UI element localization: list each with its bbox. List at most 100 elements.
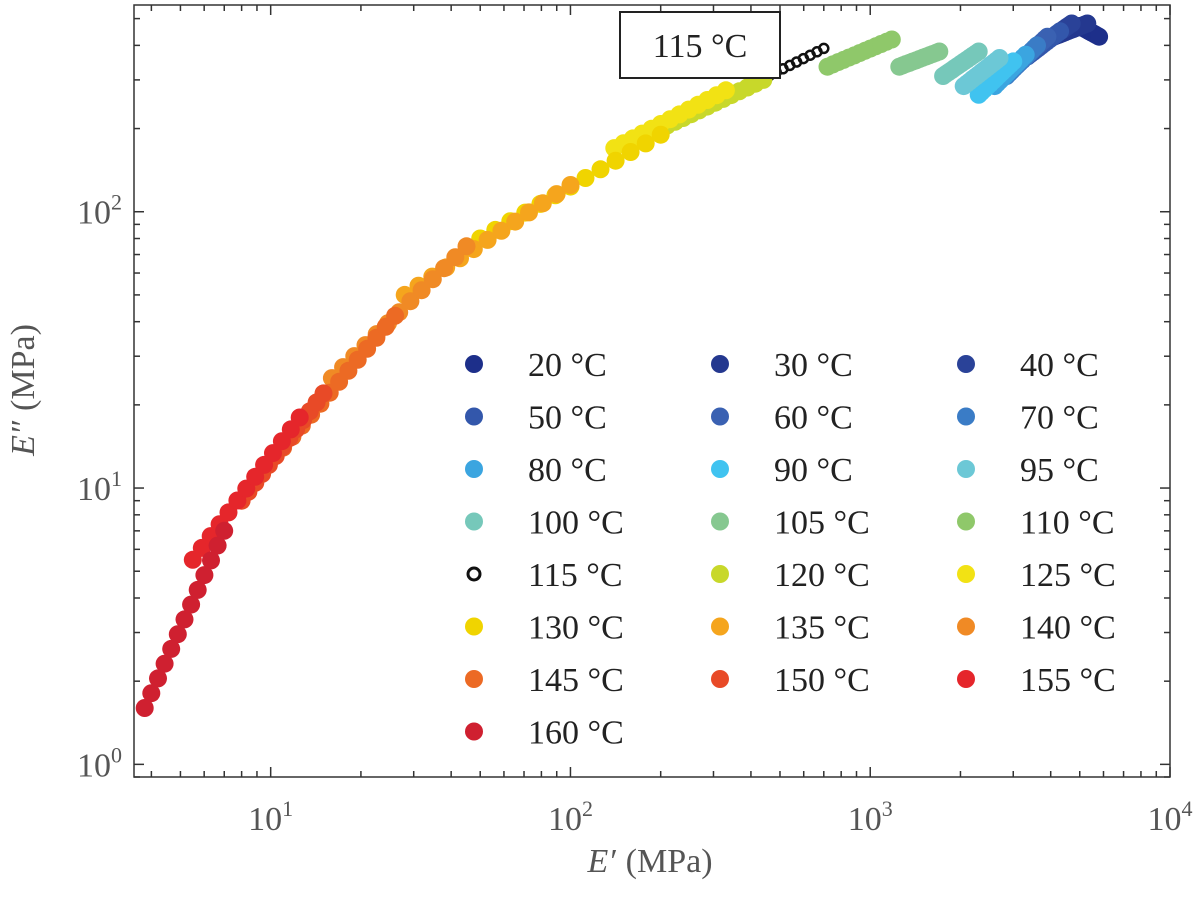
legend-label-7: 90 °C [774,452,853,489]
legend-item-13: 120 °C [711,557,870,594]
legend-label-4: 60 °C [774,400,853,437]
legend-marker-11 [957,512,975,531]
point-series-17-7 [401,292,420,311]
legend-item-18: 145 °C [465,662,624,699]
legend-marker-3 [465,407,483,426]
legend-marker-18 [465,670,483,688]
x-tick-label-2: 103 [848,796,893,838]
y-axis-symbol: E″ [5,420,42,457]
point-series-17-11 [446,248,465,267]
x-tick-label-1: 102 [548,796,593,838]
legend-marker-9 [465,512,483,531]
legend-marker-20 [957,670,975,688]
x-tick-label-3: 104 [1148,796,1193,838]
legend-item-11: 110 °C [957,505,1115,542]
legend-item-6: 80 °C [465,452,607,489]
legend-item-3: 50 °C [465,400,607,437]
point-series-7-12 [1004,52,1023,71]
legend-item-4: 60 °C [711,400,853,437]
point-series-21-2 [149,669,167,688]
point-series-16-10 [533,194,552,213]
legend-marker-2 [957,355,975,373]
legend-marker-17 [957,617,975,636]
point-series-11-12 [882,30,901,49]
legend-label-17: 140 °C [1020,610,1116,647]
legend-label-3: 50 °C [528,400,607,437]
legend-label-13: 120 °C [774,557,870,594]
point-series-21-0 [135,699,154,717]
legend-marker-6 [465,460,483,478]
legend-label-18: 145 °C [528,662,624,699]
legend-item-9: 100 °C [465,505,624,542]
legend-item-21: 160 °C [465,715,624,752]
legend-item-17: 140 °C [957,610,1116,647]
legend-item-0: 20 °C [465,347,607,384]
annotation-box: 115 °C [619,11,781,79]
point-series-16-11 [547,185,566,204]
point-series-17-10 [435,259,454,278]
legend-label-5: 70 °C [1020,400,1099,437]
legend-label-0: 20 °C [528,347,607,384]
legend-item-19: 150 °C [711,662,870,699]
point-series-21-7 [182,595,201,614]
legend-label-11: 110 °C [1020,505,1115,542]
legend-marker-16 [711,617,729,636]
legend-item-7: 90 °C [711,452,853,489]
legend-label-15: 130 °C [528,610,624,647]
legend-label-1: 30 °C [774,347,853,384]
point-series-0-12 [1090,27,1109,46]
y-axis-unit: (MPa) [5,324,42,411]
point-series-21-9 [195,566,214,585]
legend-item-8: 95 °C [957,452,1099,489]
point-series-15-9 [606,151,625,170]
point-series-21-6 [175,610,194,629]
legend-marker-12 [466,566,482,582]
point-series-21-8 [188,580,207,599]
point-series-12-15 [818,42,830,55]
point-series-21-3 [155,654,174,673]
point-series-15-7 [576,169,595,187]
legend-label-14: 125 °C [1020,557,1116,594]
point-series-21-12 [215,521,234,540]
point-series-21-1 [142,684,161,703]
legend-marker-21 [465,722,483,741]
point-series-17-12 [457,237,476,256]
point-series-15-8 [591,160,610,179]
legend-label-2: 40 °C [1020,347,1099,384]
x-axis-symbol: E′ [586,843,616,880]
point-series-17-9 [423,270,442,289]
legend-marker-8 [957,460,975,478]
point-series-19-12 [314,384,333,403]
y-tick-label-0: 100 [77,742,122,784]
legend-label-6: 80 °C [528,452,607,489]
point-series-21-5 [168,625,187,644]
point-series-21-11 [208,536,227,555]
legend-marker-1 [711,355,729,373]
legend-label-10: 105 °C [774,505,870,542]
legend-marker-7 [711,460,729,478]
point-series-10-12 [930,42,949,61]
axis-ticks-layer: 101 102 103 104 100 101 102 [77,5,1193,838]
legend-marker-0 [465,355,483,373]
legend-marker-13 [711,565,729,583]
point-series-16-9 [520,203,538,222]
legend-marker-14 [957,565,975,583]
legend-label-9: 100 °C [528,505,624,542]
point-series-8-12 [990,49,1009,67]
annotation-label: 115 °C [653,28,748,65]
point-series-16-8 [506,212,525,231]
legend-label-8: 95 °C [1020,452,1099,489]
point-series-1-12 [1078,14,1097,33]
legend-item-15: 130 °C [465,610,624,647]
y-tick-label-1: 101 [77,466,122,508]
point-series-15-10 [621,143,640,161]
legend-item-12: 115 °C [466,557,623,594]
point-series-18-12 [386,306,405,325]
legend-label-16: 135 °C [774,610,870,647]
legend-marker-10 [711,512,729,531]
point-series-16-7 [492,221,511,240]
point-series-16-6 [478,230,497,249]
point-series-15-11 [636,134,655,153]
legend: 20 °C 30 °C 40 °C 50 °C 60 °C 70 °C 80 °C 90 °C… [465,347,1116,752]
point-series-9-12 [969,42,988,61]
